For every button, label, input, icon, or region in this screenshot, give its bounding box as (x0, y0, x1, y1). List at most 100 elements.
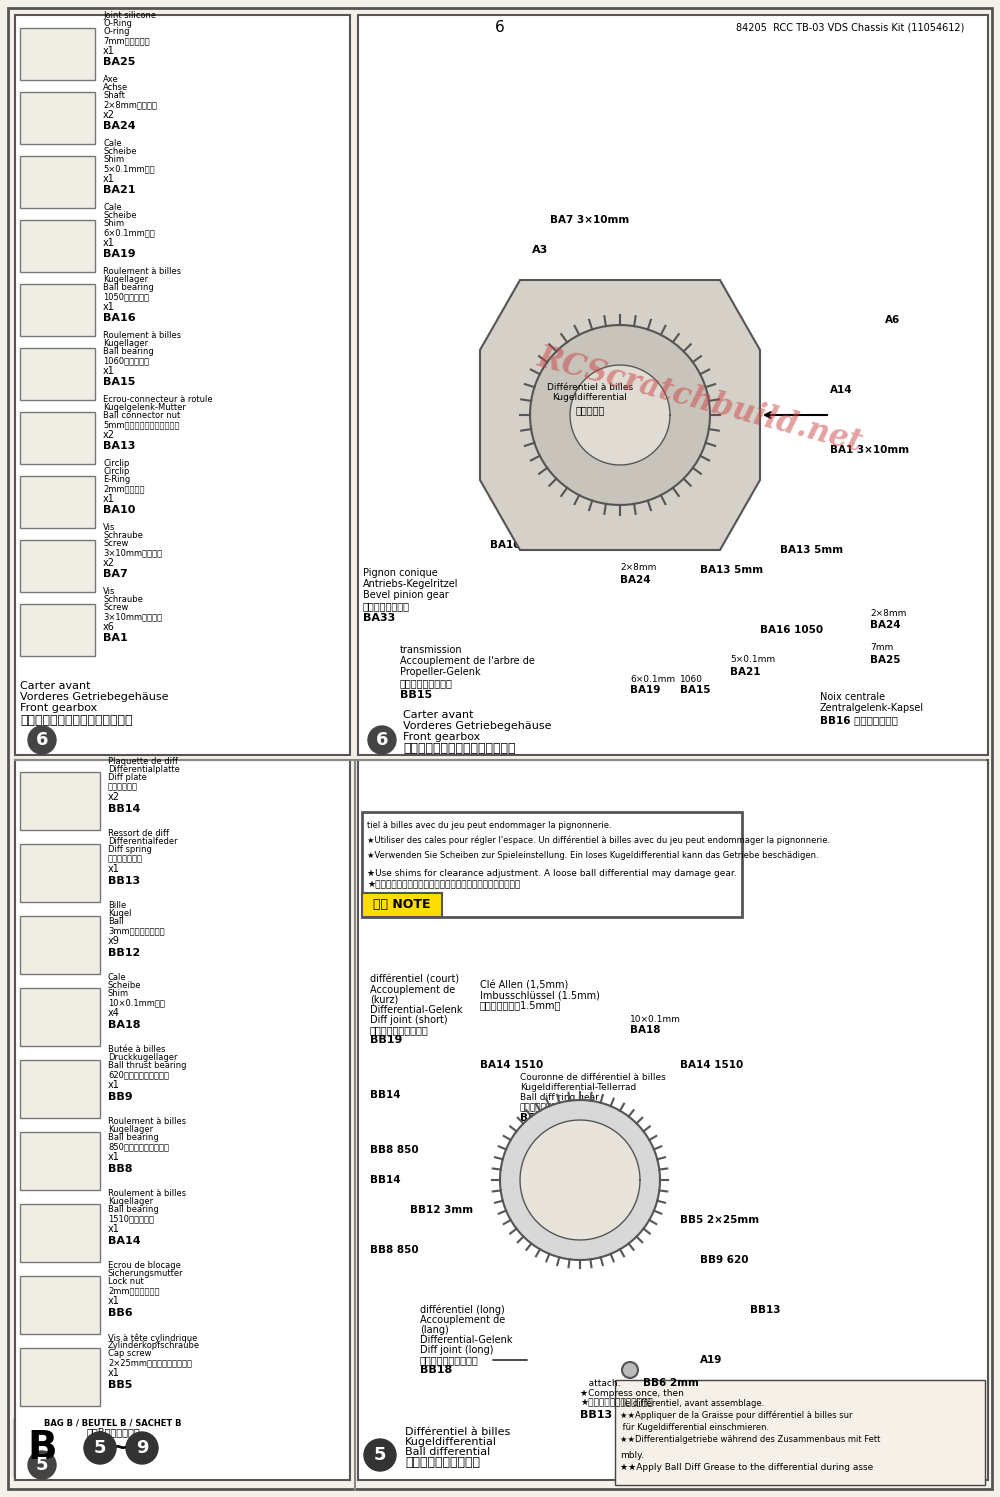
Bar (480, 677, 530, 690)
Text: Ball connector nut: Ball connector nut (103, 412, 180, 421)
Text: 1510ベアリング: 1510ベアリング (108, 1214, 154, 1223)
Text: RCScratchbuild.net: RCScratchbuild.net (534, 341, 866, 458)
Text: x1: x1 (108, 1079, 120, 1090)
Text: Propeller-Gelenk: Propeller-Gelenk (400, 668, 481, 677)
Text: Shim: Shim (103, 220, 124, 229)
Text: BB9: BB9 (108, 1091, 133, 1102)
Text: für Kugeldifferential einschmieren.: für Kugeldifferential einschmieren. (620, 1424, 769, 1433)
Text: Kugeldifferential-Tellerrad: Kugeldifferential-Tellerrad (520, 1084, 636, 1093)
Text: BA7: BA7 (103, 569, 128, 579)
Text: Ball bearing: Ball bearing (103, 347, 154, 356)
Bar (20, 476, 95, 528)
Text: BA10: BA10 (650, 540, 680, 549)
Text: x2: x2 (103, 109, 115, 120)
Text: BB13: BB13 (750, 1305, 780, 1314)
Text: x1: x1 (108, 1296, 120, 1305)
Text: Kugelgelenk-Mutter: Kugelgelenk-Mutter (103, 404, 186, 413)
Bar (20, 284, 95, 335)
Text: Differentialfeder: Differentialfeder (108, 837, 178, 846)
Text: ★ギヤのかかり具合を見てシムでクリアランス調整をします。: ★ギヤのかかり具合を見てシムでクリアランス調整をします。 (367, 880, 520, 889)
Text: Front gearbox: Front gearbox (403, 732, 480, 743)
Text: ★一度締めてから使います。: ★一度締めてから使います。 (580, 1398, 653, 1407)
Text: BB12 3mm: BB12 3mm (410, 1205, 473, 1216)
Circle shape (368, 726, 396, 754)
Text: BB19: BB19 (370, 1034, 402, 1045)
Bar (20, 916, 100, 975)
Bar (20, 540, 95, 591)
Text: Cap screw: Cap screw (108, 1349, 152, 1358)
Text: A6: A6 (885, 314, 900, 325)
Text: BB14: BB14 (108, 804, 140, 814)
Text: 9: 9 (136, 1439, 148, 1457)
Text: BB6: BB6 (108, 1308, 133, 1317)
Bar (20, 988, 100, 1046)
Bar (20, 91, 95, 144)
Text: Accouplement de: Accouplement de (370, 985, 455, 996)
Text: Cale: Cale (108, 973, 127, 982)
Text: x1: x1 (103, 46, 115, 55)
Bar (20, 1347, 100, 1406)
Text: Achse: Achse (103, 84, 128, 93)
Text: Kugeldifferential: Kugeldifferential (553, 394, 627, 403)
Text: BA24: BA24 (103, 121, 136, 132)
Text: Imbusschlüssel (1.5mm): Imbusschlüssel (1.5mm) (480, 990, 600, 1000)
Text: BB16 センターカップ: BB16 センターカップ (820, 716, 898, 725)
Text: BA10 2mm: BA10 2mm (490, 540, 553, 549)
Text: 5×0.1mmシム: 5×0.1mmシム (103, 165, 155, 174)
Text: BA19: BA19 (630, 686, 660, 695)
Text: 5×0.1mm: 5×0.1mm (730, 656, 775, 665)
Polygon shape (520, 1120, 640, 1240)
Text: Pignon conique: Pignon conique (363, 567, 438, 578)
Circle shape (622, 1362, 638, 1379)
Text: BA16: BA16 (103, 313, 136, 323)
Text: Shim: Shim (108, 990, 129, 998)
Text: Ball: Ball (108, 918, 124, 927)
Text: 7mm: 7mm (870, 644, 893, 653)
Text: 7mmオーリング: 7mmオーリング (103, 36, 150, 45)
Text: différentiel (court): différentiel (court) (370, 975, 459, 985)
Text: Kugellager: Kugellager (108, 1126, 153, 1135)
Text: BA14 1510: BA14 1510 (680, 1060, 743, 1070)
Bar (15, 15, 350, 754)
Text: Ressort de diff: Ressort de diff (108, 829, 169, 838)
Text: 3×10mmホロビス: 3×10mmホロビス (103, 548, 162, 557)
Bar (20, 347, 95, 400)
Text: Vis: Vis (103, 587, 115, 596)
Text: BAG B / BEUTEL B / SACHET B: BAG B / BEUTEL B / SACHET B (44, 1419, 182, 1428)
Text: Kugellager: Kugellager (103, 275, 148, 284)
Text: tiel à billes avec du jeu peut endommager la pignonnerie.: tiel à billes avec du jeu peut endommage… (367, 822, 612, 831)
Text: Carter avant: Carter avant (403, 710, 474, 720)
Text: 2×8mm: 2×8mm (870, 608, 906, 617)
Text: Differential-Gelenk: Differential-Gelenk (420, 1335, 512, 1344)
Text: le différentiel, avant assemblage.: le différentiel, avant assemblage. (620, 1398, 764, 1407)
Text: BA13: BA13 (103, 442, 135, 451)
Text: Ball diff ring gear: Ball diff ring gear (520, 1093, 599, 1102)
Text: Plaquette de diff: Plaquette de diff (108, 757, 178, 766)
Text: BA21: BA21 (730, 668, 761, 677)
Polygon shape (530, 325, 710, 504)
Polygon shape (500, 1100, 660, 1260)
Bar (600, 1353, 620, 1365)
Bar (854, 413, 862, 427)
Text: ★Compress once, then: ★Compress once, then (580, 1389, 684, 1398)
Text: x1: x1 (108, 1153, 120, 1162)
Bar (20, 1204, 100, 1262)
Text: Vorderes Getriebegehäuse: Vorderes Getriebegehäuse (20, 692, 168, 702)
Text: 1050ベアリング: 1050ベアリング (103, 292, 149, 301)
Text: ~: ~ (111, 1439, 129, 1458)
Text: Ball differential: Ball differential (405, 1448, 490, 1457)
Text: Carter avant: Carter avant (20, 681, 90, 692)
Text: 3mmスチールボール: 3mmスチールボール (108, 927, 165, 936)
Text: デフジョイント（短）: デフジョイント（短） (370, 1025, 429, 1034)
Text: Druckkugellager: Druckkugellager (108, 1054, 178, 1063)
Polygon shape (570, 365, 670, 466)
Bar (530, 1350, 600, 1370)
Text: ★Use shims for clearance adjustment. A loose ball differential may damage gear.: ★Use shims for clearance adjustment. A l… (367, 868, 737, 877)
Text: Schraube: Schraube (103, 596, 143, 605)
Text: 2mmロックナット: 2mmロックナット (108, 1286, 160, 1295)
Text: différentiel (long): différentiel (long) (420, 1305, 505, 1316)
Text: BB12: BB12 (108, 948, 140, 958)
Text: Scheibe: Scheibe (103, 211, 136, 220)
Text: デフプレート: デフプレート (108, 783, 138, 792)
Text: Kugel: Kugel (108, 910, 132, 919)
